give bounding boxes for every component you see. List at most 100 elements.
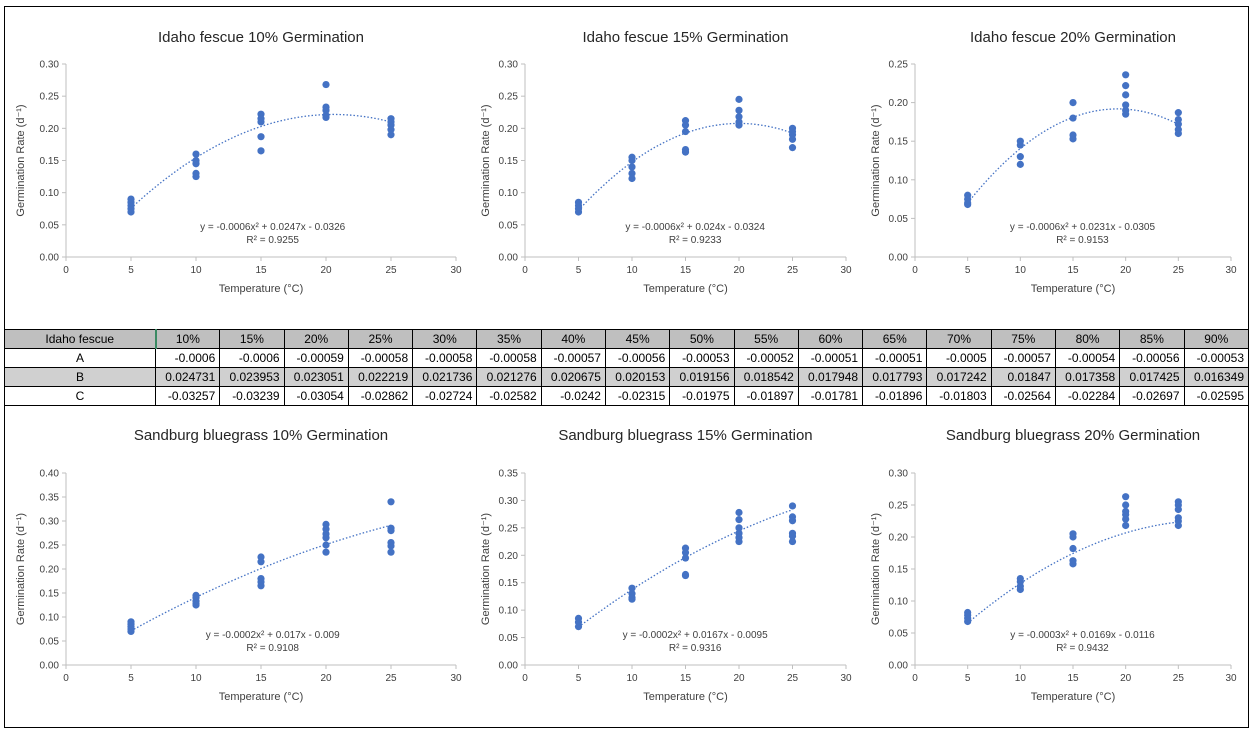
y-tick-label: 0.25 (40, 92, 60, 103)
table-cell: 0.017793 (862, 367, 928, 387)
table-cell: 60% (797, 329, 864, 349)
data-point (322, 548, 330, 556)
y-tick-label: 0.15 (889, 565, 909, 576)
data-point (192, 150, 200, 158)
trend-equation: y = -0.0006x² + 0.0231x - 0.0305 (1010, 222, 1156, 233)
table-cell: 65% (862, 329, 928, 349)
x-tick-label: 0 (912, 265, 918, 276)
y-tick-label: 0.05 (40, 220, 60, 231)
table-cell: 30% (412, 329, 478, 349)
data-point (1174, 120, 1182, 128)
y-tick-label: 0.25 (499, 92, 519, 103)
table-cell: -0.0005 (926, 348, 992, 368)
data-point (681, 554, 690, 562)
table-row-a: A -0.0006 -0.0006 -0.00059 -0.00058 -0.00058-… (4, 348, 1249, 368)
row-label: B (4, 367, 156, 387)
data-point (257, 558, 265, 566)
table-cell: -0.00053 (1183, 348, 1249, 368)
data-point (322, 113, 330, 121)
y-tick-label: 0.15 (499, 578, 519, 589)
trendline (967, 108, 1179, 204)
data-point (387, 131, 395, 139)
table-cell: -0.00057 (540, 348, 606, 368)
y-tick-label: 0.20 (889, 98, 909, 109)
data-point (1174, 521, 1182, 530)
data-point (257, 147, 265, 155)
data-point (192, 172, 200, 181)
table-cell: -0.00056 (1119, 348, 1185, 368)
y-tick-label: 0.20 (499, 124, 519, 135)
table-cell: 0.020675 (540, 367, 606, 387)
y-tick-label: 0.30 (499, 496, 519, 507)
data-point (1122, 110, 1130, 118)
y-axis-label: Germination Rate (d⁻¹) (480, 104, 492, 216)
y-tick-label: 0.10 (499, 606, 519, 617)
x-tick-label: 30 (450, 673, 462, 684)
x-tick-label: 30 (840, 673, 852, 684)
data-point (681, 148, 690, 156)
trend-r2: R² = 0.9432 (1056, 643, 1109, 654)
table-cell: 0.019156 (669, 367, 735, 387)
table-cell: -0.01896 (862, 386, 928, 406)
y-tick-label: 0.15 (40, 156, 60, 167)
table-cell: -0.01975 (669, 386, 735, 406)
x-tick-label: 10 (626, 265, 638, 276)
y-tick-label: 0.10 (499, 188, 519, 199)
chart-idaho-20: Idaho fescue 20% Germination 0.00 0.05 0.10… (865, 20, 1245, 310)
trend-equation: y = -0.0003x² + 0.0169x - 0.0116 (1010, 630, 1155, 641)
chart-title: Idaho fescue 20% Germination (970, 29, 1176, 46)
data-point (574, 208, 583, 216)
data-point (322, 106, 330, 114)
x-axis-label: Temperature (°C) (219, 283, 303, 295)
x-tick-label: 25 (787, 673, 799, 684)
table-cell: 85% (1119, 329, 1185, 349)
data-point (735, 524, 743, 532)
y-axis-label: Germination Rate (d⁻¹) (15, 104, 27, 216)
y-tick-label: 0.15 (889, 137, 909, 148)
y-tick-label: 0.05 (889, 629, 909, 640)
table-cell: -0.02595 (1183, 386, 1249, 406)
x-tick-label: 25 (1173, 265, 1185, 276)
x-tick-label: 0 (63, 673, 69, 684)
data-point (1122, 91, 1130, 99)
table-cell: -0.00052 (733, 348, 799, 368)
trend-equation: y = -0.0006x² + 0.0247x - 0.0326 (200, 222, 346, 233)
data-point (735, 106, 743, 114)
chart-sandburg-15: Sandburg bluegrass 15% Germination 0.00 0.… (475, 418, 860, 718)
table-cell: -0.01781 (797, 386, 864, 406)
data-point (387, 527, 395, 535)
table-cell: 55% (733, 329, 799, 349)
x-tick-label: 15 (680, 265, 692, 276)
x-tick-label: 20 (1120, 673, 1132, 684)
data-point (1122, 521, 1130, 530)
data-point (628, 174, 636, 183)
table-cell: 25% (347, 329, 414, 349)
table-cell: 35% (476, 329, 542, 349)
data-point (628, 163, 636, 171)
y-tick-label: 0.25 (889, 501, 909, 512)
trendline (967, 521, 1179, 624)
y-tick-label: 0.30 (40, 517, 60, 528)
x-tick-label: 10 (626, 673, 638, 684)
table-cell: -0.02697 (1119, 386, 1185, 406)
data-point (788, 502, 797, 510)
table-cell: 0.024731 (154, 367, 221, 387)
data-point (964, 200, 972, 209)
table-cell: -0.00054 (1054, 348, 1121, 368)
x-tick-label: 20 (320, 265, 332, 276)
table-cell: -0.00051 (797, 348, 864, 368)
table-cell: 20% (283, 329, 349, 349)
x-tick-label: 5 (576, 673, 582, 684)
trend-r2: R² = 0.9255 (246, 235, 299, 246)
data-point (257, 133, 265, 141)
x-axis-label: Temperature (°C) (643, 283, 727, 295)
y-tick-label: 0.20 (40, 124, 60, 135)
y-tick-label: 0.25 (499, 523, 519, 534)
table-cell: 75% (990, 329, 1056, 349)
data-point (681, 121, 690, 129)
data-point (628, 584, 636, 592)
y-tick-label: 0.05 (499, 220, 519, 231)
x-tick-label: 25 (385, 673, 397, 684)
data-point (1069, 135, 1077, 143)
y-tick-label: 0.40 (40, 469, 60, 480)
